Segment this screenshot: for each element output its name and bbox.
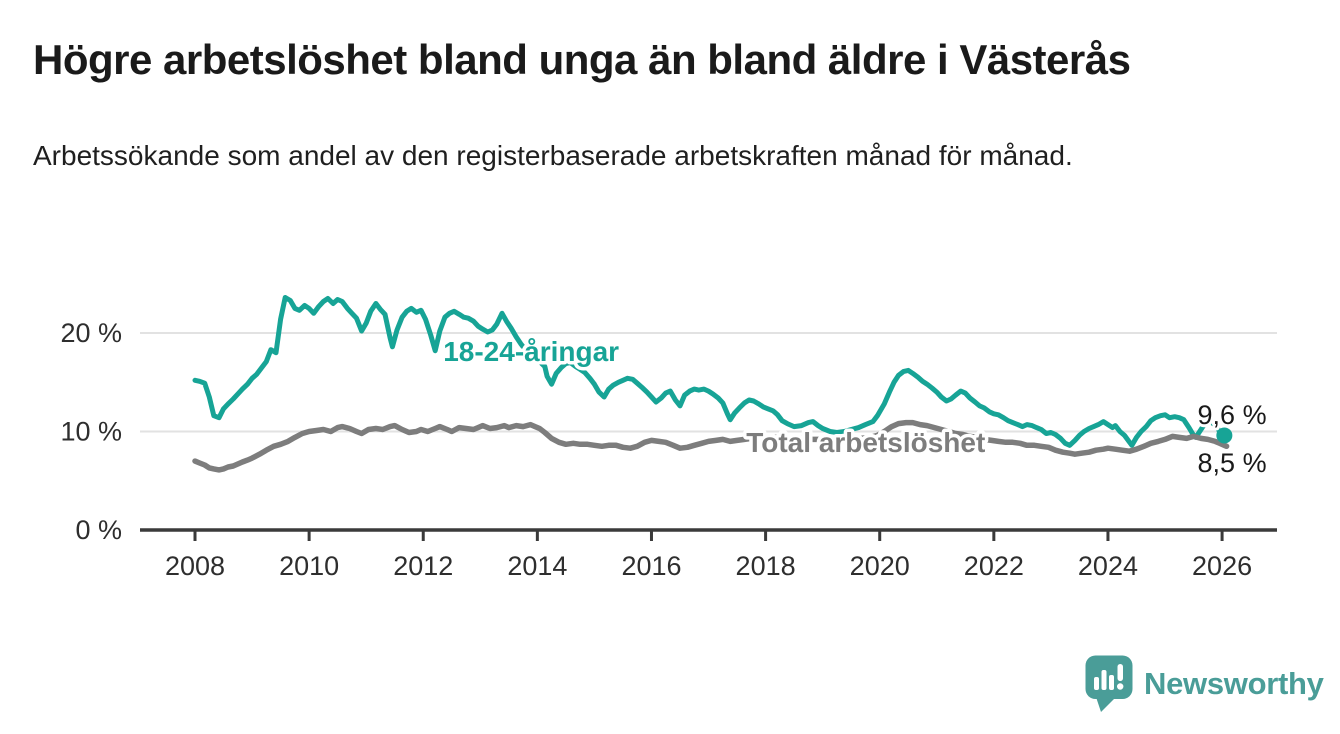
chart-title: Högre arbetslöshet bland unga än bland ä… — [33, 36, 1131, 83]
latest-value-label-young: 9,6 % — [1198, 400, 1267, 430]
series-line-young — [192, 295, 1227, 448]
x-tick-label: 2018 — [736, 551, 796, 581]
newsworthy-mark-icon — [1085, 655, 1133, 712]
series-label-total: Total arbetslöshet — [746, 427, 985, 458]
x-tick-label: 2022 — [964, 551, 1024, 581]
x-tick-label: 2012 — [393, 551, 453, 581]
x-tick-label: 2010 — [279, 551, 339, 581]
x-tick-label: 2008 — [165, 551, 225, 581]
latest-value-label-total: 8,5 % — [1198, 448, 1267, 478]
y-tick-label: 20 % — [60, 318, 122, 348]
x-tick-label: 2026 — [1192, 551, 1252, 581]
end-marker-dot-young — [1216, 427, 1233, 444]
y-tick-label: 0 % — [75, 515, 122, 545]
x-tick-label: 2024 — [1078, 551, 1138, 581]
x-tick-label: 2020 — [850, 551, 910, 581]
newsworthy-logo: Newsworthy — [1085, 655, 1324, 713]
newsworthy-wordmark: Newsworthy — [1144, 666, 1324, 701]
x-tick-label: 2014 — [507, 551, 567, 581]
chart-subtitle: Arbetssökande som andel av den registerb… — [33, 140, 1073, 171]
y-tick-label: 10 % — [60, 417, 122, 447]
series-label-young: 18-24-åringar — [443, 336, 619, 367]
series-line-total — [192, 419, 1230, 473]
x-tick-label: 2016 — [621, 551, 681, 581]
